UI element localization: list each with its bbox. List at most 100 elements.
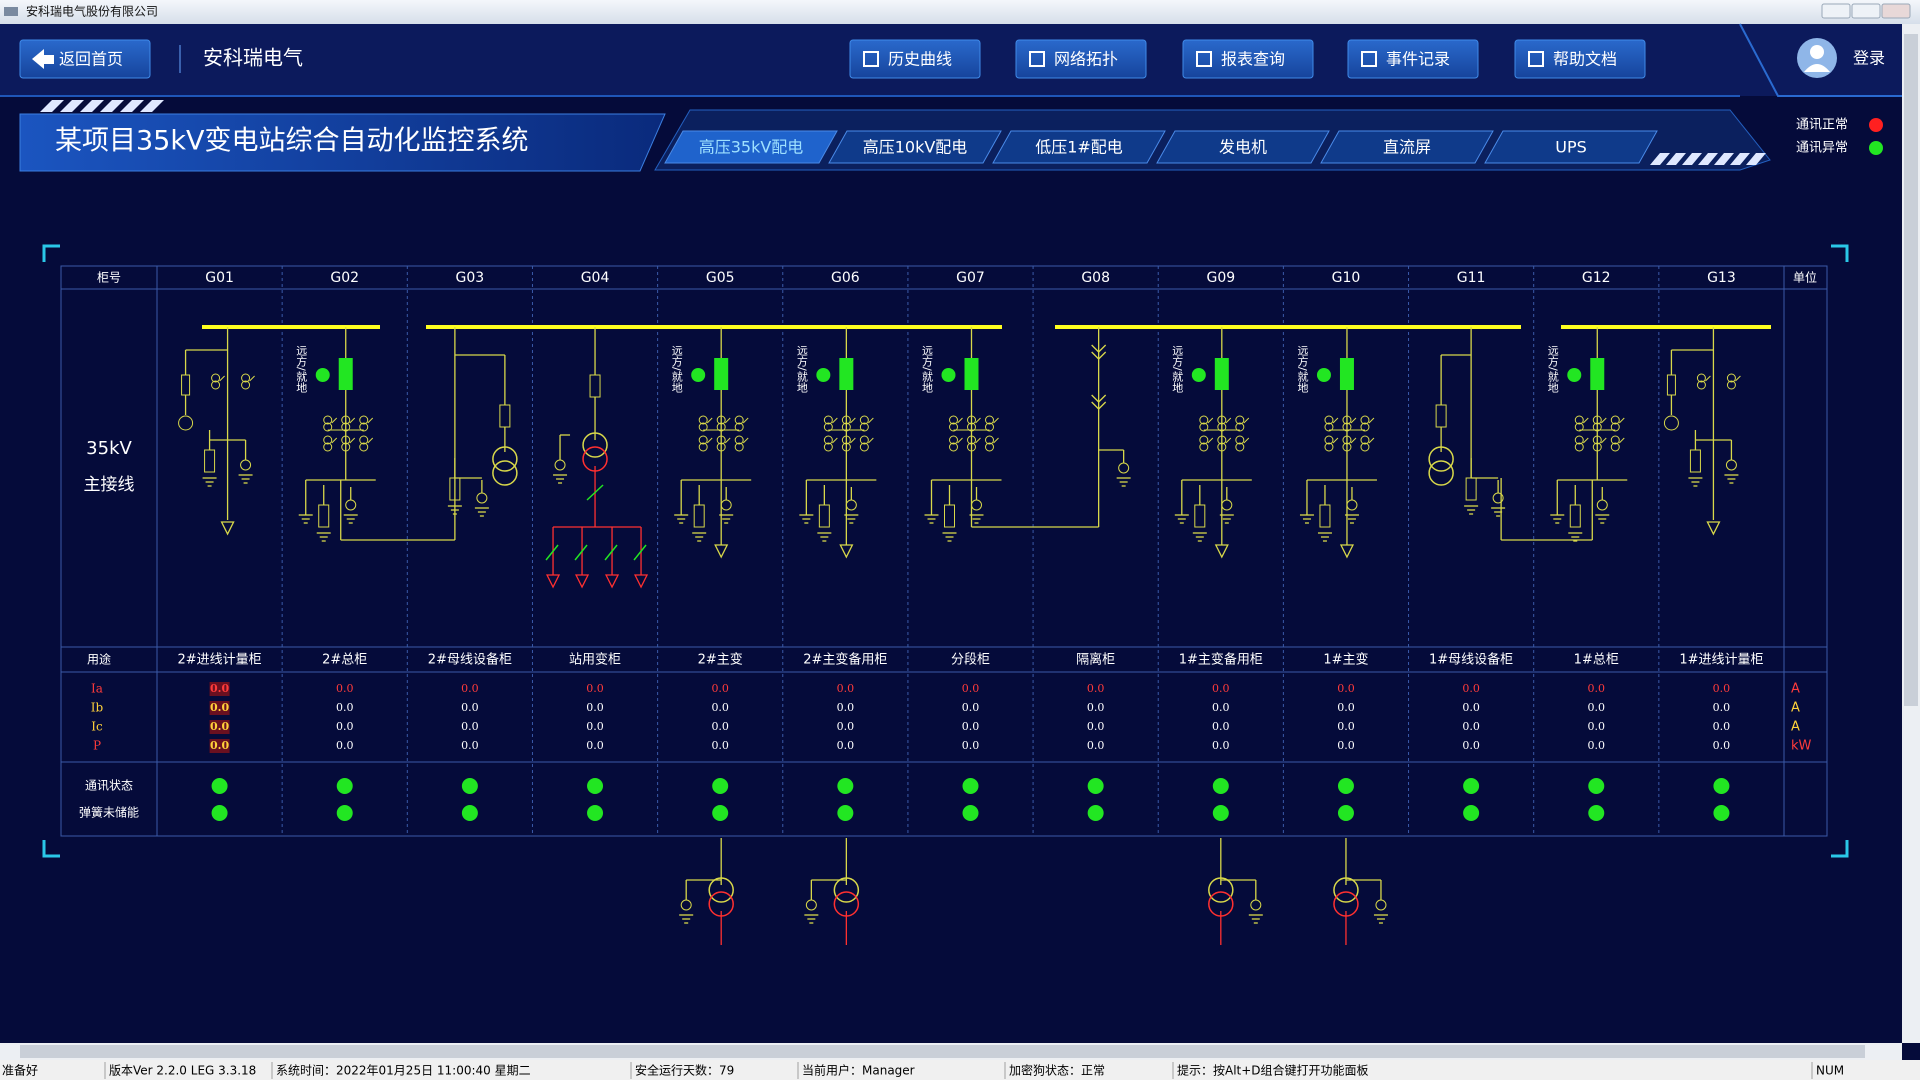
- status-indicator: [1588, 805, 1605, 821]
- nav-button[interactable]: [1347, 39, 1479, 79]
- current-transformer: [985, 415, 994, 425]
- wire: [975, 437, 981, 444]
- load-arrow: [1214, 544, 1229, 559]
- cabinet-id: G13: [1707, 270, 1736, 286]
- current-transformer: [323, 422, 333, 432]
- current-transformer: [1696, 380, 1706, 390]
- current-transformer: [967, 435, 976, 445]
- current-transformer: [1324, 415, 1334, 425]
- switch-mode-label: 远方/就地: [795, 345, 808, 393]
- wire: [1350, 437, 1357, 444]
- value-highlight: [209, 682, 230, 696]
- switch-mode-label: 远方/就地: [670, 345, 683, 393]
- current-transformer: [823, 442, 833, 452]
- measurement-value: 0.0: [711, 720, 729, 733]
- measurement-value: 0.0: [1087, 739, 1105, 752]
- nav-icon: [1528, 51, 1544, 67]
- transformer: [1428, 460, 1454, 486]
- measurement-value: 0.0: [1087, 720, 1105, 733]
- wire: [1098, 344, 1107, 353]
- current-transformer: [985, 435, 994, 445]
- tab[interactable]: [664, 130, 838, 164]
- measurement-value: 0.0: [962, 720, 980, 733]
- nav-icon: [1029, 51, 1045, 67]
- current-transformer: [1610, 422, 1620, 432]
- cabinet-id: G12: [1582, 270, 1611, 286]
- measurement-unit: A: [1791, 701, 1800, 716]
- horizontal-scroll-thumb[interactable]: [20, 1045, 1865, 1058]
- arrester: [204, 449, 216, 473]
- wire: [742, 437, 749, 444]
- sensor: [345, 499, 357, 511]
- breaker-state: [691, 368, 706, 382]
- cabinet-id: G11: [1457, 270, 1486, 286]
- status-indicator: [211, 805, 228, 821]
- corner-bracket: [1831, 840, 1849, 858]
- cabinet-purpose: 分段柜: [951, 653, 990, 668]
- current-transformer: [1217, 442, 1227, 452]
- nav-button[interactable]: [849, 39, 981, 79]
- tab[interactable]: [1484, 130, 1658, 164]
- nav-button-label: 历史曲线: [888, 50, 952, 69]
- wire: [1582, 417, 1589, 424]
- tab[interactable]: [828, 130, 1002, 164]
- cabinet-purpose: 2#主变备用柜: [803, 652, 887, 668]
- maximize-button[interactable]: [1851, 3, 1881, 19]
- current-transformer: [859, 422, 869, 432]
- wire: [1091, 394, 1100, 403]
- nav-icon: [863, 51, 879, 67]
- switch-mode-label: 远方/就地: [295, 345, 308, 393]
- measurement-value: 0.0: [1713, 701, 1731, 714]
- transformer: [582, 432, 608, 458]
- table-frame: [60, 265, 1828, 837]
- wire: [849, 437, 856, 444]
- measurement-value: 0.0: [336, 739, 354, 752]
- current-transformer: [823, 415, 833, 425]
- login-button[interactable]: 登录: [1853, 49, 1885, 68]
- title-stripe: [100, 100, 124, 112]
- sensor: [680, 899, 692, 911]
- close-button[interactable]: [1881, 3, 1911, 19]
- measurement-value: 0.0: [837, 720, 855, 733]
- cabinet-id: G07: [956, 270, 985, 286]
- circuit-breaker: [1339, 358, 1354, 390]
- current-transformer: [1360, 442, 1370, 452]
- current-transformer: [1360, 422, 1370, 432]
- current-transformer: [1235, 442, 1245, 452]
- measurement-value: 0.0: [1462, 701, 1480, 714]
- nav-button[interactable]: [1182, 39, 1314, 79]
- measurement-value: 0.0: [711, 682, 729, 695]
- status-label: 弹簧未储能: [79, 805, 139, 820]
- wire: [993, 417, 999, 424]
- transformer: [708, 877, 734, 903]
- transformer: [492, 446, 518, 472]
- measurement-value: 0.0: [1713, 682, 1731, 695]
- status-indicator: [1337, 778, 1354, 794]
- current-transformer: [734, 435, 744, 445]
- tab-stripe: [1682, 153, 1702, 165]
- minimize-button[interactable]: [1821, 3, 1851, 19]
- measurement-value: 0.0: [461, 739, 479, 752]
- current-transformer: [716, 415, 726, 425]
- vertical-scroll-thumb[interactable]: [1904, 34, 1918, 706]
- tab[interactable]: [1156, 130, 1330, 164]
- status-indicator: [1212, 805, 1229, 821]
- load-arrow: [574, 574, 590, 589]
- back-button[interactable]: [19, 39, 151, 79]
- measurement-value: 0.0: [962, 739, 980, 752]
- arrester: [1194, 504, 1206, 528]
- wire: [545, 544, 559, 561]
- current-transformer: [1592, 435, 1602, 445]
- nav-button[interactable]: [1514, 39, 1646, 79]
- measurement-name: Ia: [91, 682, 103, 696]
- wire: [1368, 417, 1375, 424]
- purpose-header: 用途: [87, 652, 111, 667]
- current-transformer: [211, 373, 221, 383]
- tab[interactable]: [1320, 130, 1494, 164]
- tab[interactable]: [992, 130, 1166, 164]
- current-transformer: [341, 422, 351, 432]
- nav-icon: [1196, 51, 1212, 67]
- current-transformer: [1592, 422, 1602, 432]
- current-transformer: [967, 422, 976, 432]
- nav-button[interactable]: [1015, 39, 1147, 79]
